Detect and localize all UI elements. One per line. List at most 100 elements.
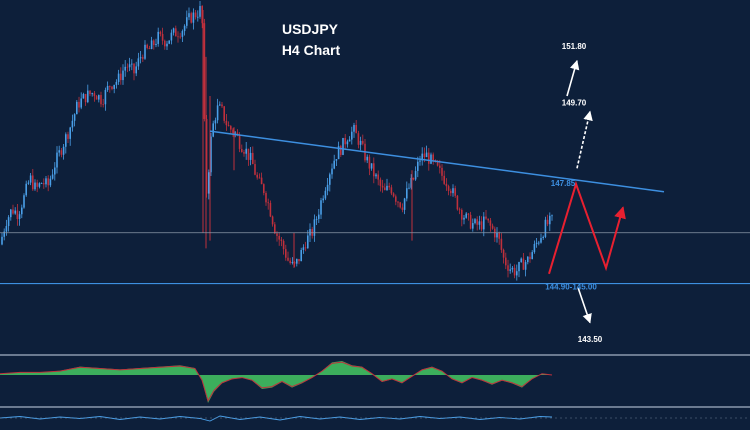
candle [456,194,459,211]
candle [379,177,382,192]
candle [203,18,206,122]
candle [516,264,518,281]
candle [524,260,527,277]
secondary-indicator-panel [0,415,750,422]
candle [282,239,285,255]
candle [126,63,129,73]
candle [260,172,263,185]
candle [120,67,122,85]
candle [441,164,443,181]
candle [164,39,166,50]
candle [188,7,190,21]
candle [542,235,544,240]
candle [287,251,289,262]
candle [91,92,93,97]
candle [12,204,14,215]
candle [252,146,254,165]
candle [480,216,483,232]
candle [139,50,142,64]
candle [329,172,331,192]
candle [58,145,60,157]
candle [412,177,415,181]
candle [98,94,100,103]
price-panel [1,1,553,281]
candle [47,175,49,192]
candle [95,94,98,100]
candle [533,240,536,254]
candle [454,185,456,198]
candle [214,117,217,130]
candle [538,240,540,246]
candle [100,91,102,108]
candle [76,100,78,115]
candle [245,141,247,160]
candle [87,84,89,104]
candle [313,214,316,242]
candle [432,152,434,165]
candle [472,218,474,232]
candle [23,193,25,209]
candle [388,182,390,190]
candle [513,264,516,279]
candle [43,178,45,189]
candle [115,79,118,89]
candle [128,57,131,72]
candle [417,156,419,178]
candle [293,261,296,267]
candle [36,179,38,193]
candle [469,211,472,230]
resistance-147-85-label: 147.85 [551,179,576,188]
candle [159,30,162,37]
candle [450,188,452,197]
candle [535,237,538,248]
candle [32,168,34,191]
candle [155,38,157,48]
candle [249,146,252,166]
candle [38,182,41,189]
candle [443,170,445,185]
candle [71,114,74,132]
candle [428,148,430,171]
candle [93,91,96,102]
candle [241,144,243,153]
candle [243,149,245,157]
candle [362,134,364,146]
candle [507,259,509,278]
candle [232,127,234,137]
candle [346,139,349,148]
candle [549,212,551,232]
projection-arrows [548,59,626,324]
candle [212,120,214,138]
candle [366,154,368,164]
candle [414,166,417,181]
candle [467,212,470,221]
candle [7,215,10,232]
candle [505,252,507,270]
candle [78,96,80,113]
candle [106,81,109,92]
candle [111,86,113,91]
candle [483,212,485,237]
candle [267,198,269,210]
candle [170,29,173,45]
candle [458,207,461,215]
candle [315,216,318,225]
candle [148,45,151,50]
oscillator-histogram [0,361,552,403]
candle [80,92,82,110]
candle [399,201,401,209]
candle [54,162,56,181]
candle [181,29,184,43]
candle [326,177,329,196]
candle [84,93,87,106]
candle [324,187,327,201]
candle [27,180,30,185]
oscillator-signal-line [0,361,553,403]
candle [291,257,294,265]
candle [289,257,291,265]
candle [445,178,448,191]
candle [225,113,228,131]
candle [223,105,225,124]
